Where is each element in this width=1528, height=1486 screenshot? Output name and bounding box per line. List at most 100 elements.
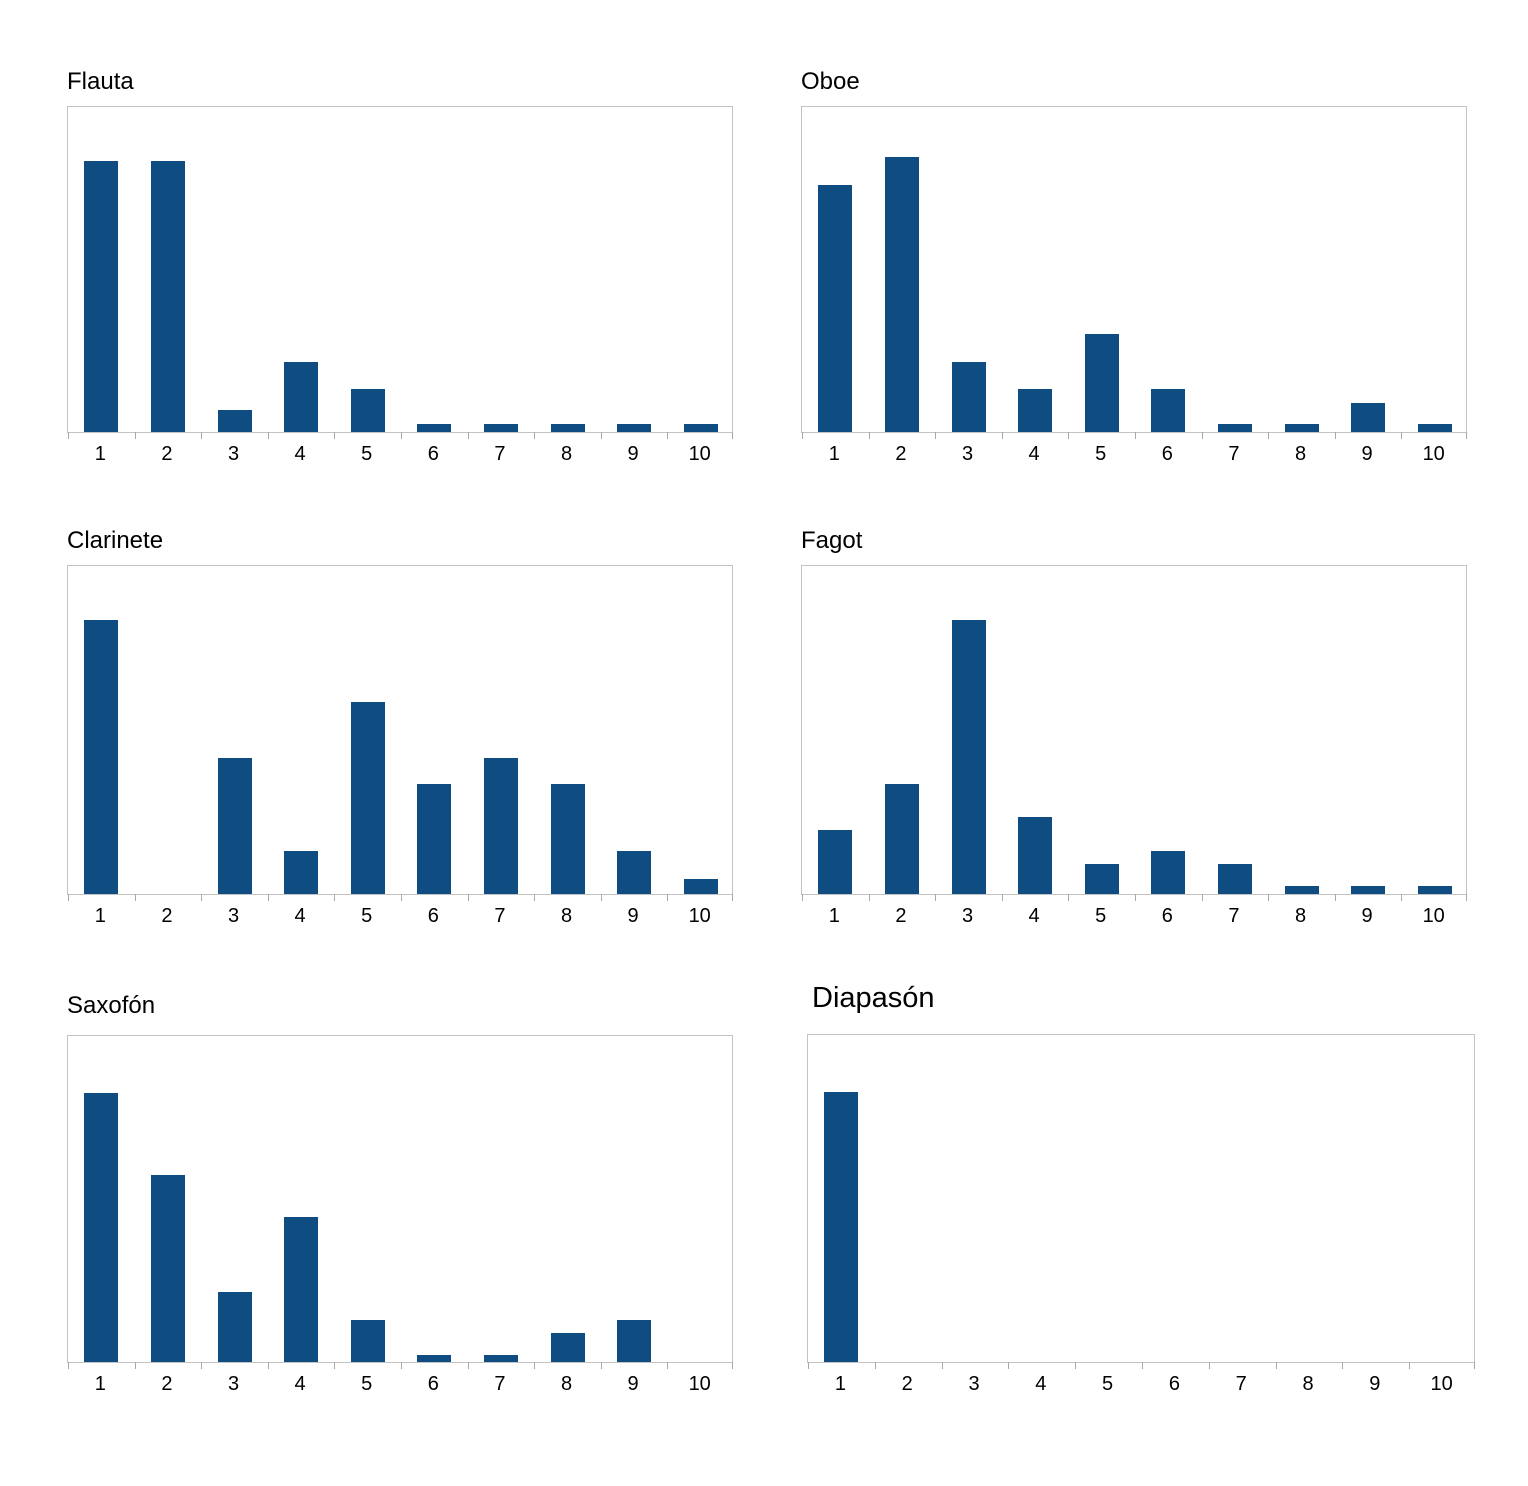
x-axis-tick <box>1068 432 1069 439</box>
bar-fagot-8 <box>1284 886 1319 894</box>
bar-saxofón-4 <box>284 1217 319 1362</box>
x-tick-label: 8 <box>1294 443 1307 465</box>
x-tick-label: 1 <box>834 1373 846 1395</box>
bar-flauta-10 <box>683 424 718 432</box>
x-axis-labels-fagot: 1 2 3 4 5 6 7 8 9 10 <box>801 905 1467 929</box>
plot-area-diapason <box>807 1034 1475 1369</box>
x-tick-label: 3 <box>227 443 240 465</box>
x-axis-tick <box>201 1362 202 1369</box>
x-axis-tick <box>68 894 69 901</box>
x-tick-label: 3 <box>227 905 240 927</box>
x-axis-tick <box>534 894 535 901</box>
bar-flauta-1 <box>84 161 119 432</box>
x-tick-label: 7 <box>494 443 506 465</box>
x-axis-tick <box>869 432 870 439</box>
x-axis-tick <box>1401 894 1402 901</box>
chart-title-clarinete: Clarinete <box>67 527 164 554</box>
x-tick-label: 1 <box>94 443 106 465</box>
x-axis-tick <box>1209 1362 1210 1369</box>
plot-area-oboe <box>801 106 1467 439</box>
x-axis-tick <box>1335 894 1336 901</box>
x-tick-label: 3 <box>968 1373 980 1395</box>
bar-fagot-4 <box>1018 817 1053 894</box>
x-tick-label: 1 <box>828 905 840 927</box>
x-tick-label: 5 <box>361 905 373 927</box>
x-tick-label: 1 <box>94 905 106 927</box>
bar-clarinete-8 <box>550 784 585 894</box>
x-tick-label: 7 <box>1228 443 1240 465</box>
chart-title-flauta: Flauta <box>67 68 134 95</box>
bar-fagot-6 <box>1151 851 1186 894</box>
x-tick-label: 9 <box>627 1373 639 1395</box>
bar-clarinete-9 <box>617 851 652 894</box>
x-tick-label: 9 <box>1361 443 1373 465</box>
x-axis-tick <box>1202 894 1203 901</box>
x-axis-tick <box>1268 432 1269 439</box>
bar-clarinete-10 <box>683 879 718 894</box>
x-tick-label: 6 <box>1161 905 1173 927</box>
x-axis-tick <box>1135 432 1136 439</box>
bar-flauta-6 <box>417 424 452 432</box>
x-axis-tick <box>732 1362 733 1369</box>
x-tick-label: 2 <box>895 443 907 465</box>
x-axis-tick <box>68 1362 69 1369</box>
x-tick-label: 5 <box>361 1373 373 1395</box>
plot-area-clarinete <box>67 565 733 901</box>
bar-flauta-8 <box>550 424 585 432</box>
x-axis-tick <box>1401 432 1402 439</box>
bar-flauta-7 <box>483 424 518 432</box>
x-axis-tick <box>1474 1362 1475 1369</box>
x-axis-tick <box>1142 1362 1143 1369</box>
x-tick-label: 2 <box>161 1373 173 1395</box>
x-tick-label: 10 <box>1422 905 1445 927</box>
x-axis-tick <box>401 432 402 439</box>
x-tick-label: 2 <box>901 1373 913 1395</box>
x-axis-tick <box>802 432 803 439</box>
bar-flauta-4 <box>284 362 319 432</box>
x-axis-tick <box>1268 894 1269 901</box>
x-axis-labels-clarinete: 1 2 3 4 5 6 7 8 9 10 <box>67 905 733 929</box>
x-axis-tick <box>201 432 202 439</box>
bar-flauta-5 <box>350 389 385 432</box>
x-tick-label: 7 <box>494 905 506 927</box>
x-axis-tick <box>268 894 269 901</box>
bar-saxofón-7 <box>483 1355 518 1362</box>
chart-title-oboe: Oboe <box>801 68 860 95</box>
x-axis-tick <box>869 894 870 901</box>
x-tick-label: 10 <box>1430 1373 1453 1395</box>
x-axis-tick <box>667 1362 668 1369</box>
bar-oboe-8 <box>1284 424 1319 432</box>
x-tick-label: 10 <box>688 1373 711 1395</box>
bar-fagot-5 <box>1084 864 1119 894</box>
x-axis-tick <box>468 894 469 901</box>
bar-saxofón-3 <box>217 1292 252 1362</box>
bar-flauta-3 <box>217 410 252 432</box>
x-tick-label: 7 <box>1228 905 1240 927</box>
bar-fagot-3 <box>951 620 986 894</box>
x-axis-tick <box>468 432 469 439</box>
x-axis-tick <box>135 1362 136 1369</box>
x-tick-label: 7 <box>1235 1373 1247 1395</box>
x-axis-tick <box>1135 894 1136 901</box>
x-tick-label: 5 <box>1095 443 1107 465</box>
bar-fagot-7 <box>1217 864 1252 894</box>
x-tick-label: 3 <box>227 1373 240 1395</box>
x-tick-label: 10 <box>688 443 711 465</box>
bar-clarinete-6 <box>417 784 452 894</box>
bar-diapasón-1 <box>824 1092 859 1362</box>
x-axis-tick <box>135 894 136 901</box>
bar-oboe-6 <box>1151 389 1186 432</box>
x-tick-label: 6 <box>1161 443 1173 465</box>
bar-flauta-2 <box>150 161 185 432</box>
x-tick-label: 4 <box>294 1373 306 1395</box>
bar-oboe-5 <box>1084 334 1119 432</box>
x-axis-tick <box>1068 894 1069 901</box>
x-tick-label: 9 <box>627 905 639 927</box>
x-axis-tick <box>401 1362 402 1369</box>
plot-area-saxofon <box>67 1035 733 1369</box>
x-axis-tick <box>935 432 936 439</box>
x-tick-label: 1 <box>94 1373 106 1395</box>
bar-saxofón-1 <box>84 1093 119 1362</box>
x-tick-label: 5 <box>1102 1373 1114 1395</box>
x-axis-tick <box>268 1362 269 1369</box>
